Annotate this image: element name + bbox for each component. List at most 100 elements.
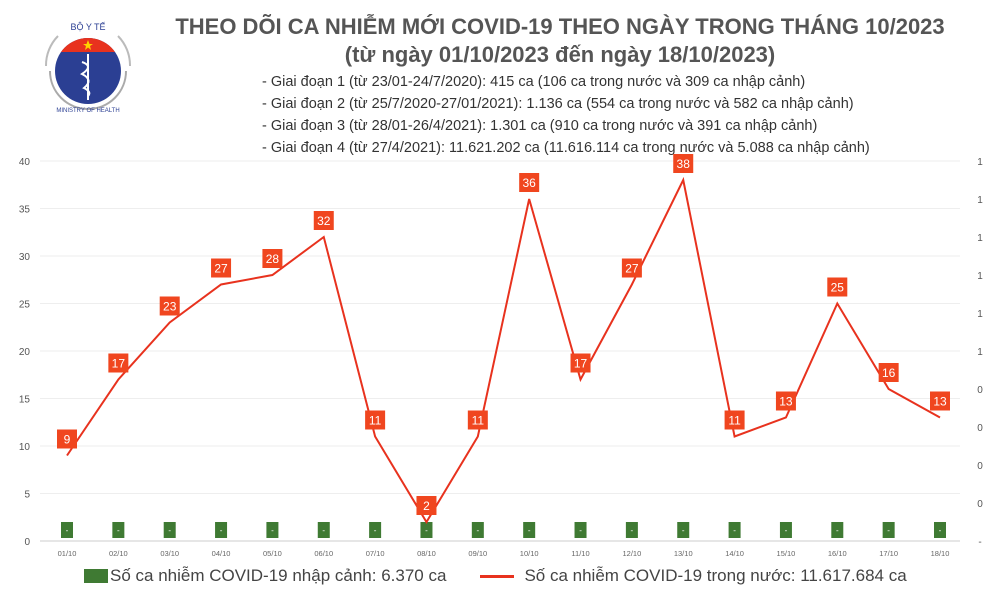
- x-tick-label: 13/10: [674, 549, 693, 558]
- data-label-box: [775, 391, 796, 411]
- bar-imported: [779, 522, 792, 538]
- y-tick-right: 1: [977, 233, 983, 244]
- x-tick-label: 06/10: [314, 549, 333, 558]
- legend: Số ca nhiễm COVID-19 nhập cảnh: 6.370 ca…: [84, 566, 907, 586]
- bar-imported: [215, 522, 228, 538]
- bar-imported: [882, 522, 895, 538]
- data-label: 16: [882, 366, 896, 380]
- bar-label: -: [117, 526, 120, 535]
- y-tick-left: 15: [19, 395, 31, 406]
- phase-2: - Giai đoạn 2 (từ 25/7/2020-27/01/2021):…: [262, 96, 854, 112]
- bar-imported: [934, 522, 946, 538]
- data-label-box: [570, 353, 591, 373]
- phase-4: - Giai đoạn 4 (từ 27/4/2021): 11.621.202…: [262, 140, 870, 156]
- x-tick-label: 01/10: [58, 549, 77, 558]
- legend-swatch-imported: [84, 569, 108, 583]
- bar-label: -: [322, 526, 325, 535]
- bar-label: -: [528, 526, 531, 535]
- data-label: 38: [677, 157, 691, 171]
- x-tick-label: 08/10: [417, 549, 436, 558]
- data-label-box: [211, 258, 232, 278]
- x-tick-label: 07/10: [366, 549, 385, 558]
- data-label: 11: [369, 414, 382, 428]
- data-label-box: [930, 391, 950, 411]
- bar-label: -: [476, 526, 479, 535]
- bar-imported: [471, 522, 484, 538]
- x-tick-label: 05/10: [263, 549, 282, 558]
- bar-imported: [831, 522, 844, 538]
- y-tick-left: 25: [19, 300, 31, 311]
- data-label: 13: [779, 395, 793, 409]
- data-label-box: [313, 211, 334, 230]
- data-label-box: [878, 363, 899, 382]
- y-tick-left: 5: [24, 490, 30, 501]
- bar-imported: [163, 522, 176, 538]
- data-label: 25: [831, 281, 845, 295]
- bar-label: -: [66, 526, 69, 535]
- x-tick-label: 12/10: [622, 549, 641, 558]
- phase-1: - Giai đoạn 1 (từ 23/01-24/7/2020): 415 …: [262, 74, 806, 90]
- bar-label: -: [887, 526, 890, 535]
- y-tick-right: 1: [977, 347, 983, 358]
- data-label-box: [621, 258, 642, 278]
- data-label-box: [467, 410, 488, 430]
- y-tick-right: 0: [977, 385, 983, 396]
- bar-label: -: [682, 526, 685, 535]
- data-label-box: [827, 277, 848, 297]
- bar-label: -: [168, 526, 171, 535]
- y-tick-right: 1: [977, 271, 983, 282]
- bar-imported: [574, 522, 587, 538]
- y-tick-left: 10: [19, 442, 31, 453]
- y-tick-right: 1: [977, 195, 983, 206]
- data-label: 27: [625, 262, 639, 276]
- data-label: 17: [112, 357, 126, 371]
- bar-imported: [369, 522, 382, 538]
- bar-label: -: [425, 526, 428, 535]
- data-label: 23: [163, 300, 177, 314]
- x-tick-label: 14/10: [725, 549, 744, 558]
- bar-label: -: [579, 526, 582, 535]
- bar-imported: [266, 522, 279, 538]
- y-tick-right: 0: [977, 499, 983, 510]
- bar-imported: [112, 522, 125, 538]
- x-tick-label: 10/10: [520, 549, 539, 558]
- data-label-box: [108, 353, 129, 373]
- bar-label: -: [374, 526, 377, 535]
- logo-text-top: BỘ Y TẾ: [70, 22, 105, 32]
- data-label: 2: [423, 499, 430, 513]
- y-tick-left: 0: [24, 537, 30, 548]
- legend-swatch-domestic: [480, 574, 515, 578]
- bar-label: -: [631, 526, 634, 535]
- y-tick-left: 30: [19, 252, 31, 263]
- data-label: 27: [214, 262, 228, 276]
- data-label-box: [416, 496, 437, 515]
- x-tick-label: 03/10: [160, 549, 179, 558]
- x-tick-label: 02/10: [109, 549, 128, 558]
- data-label: 11: [728, 414, 741, 428]
- bar-label: -: [220, 526, 223, 535]
- y-tick-left: 20: [19, 347, 31, 358]
- page-subtitle: (từ ngày 01/10/2023 đến ngày 18/10/2023): [344, 42, 776, 67]
- bar-imported: [61, 522, 73, 538]
- y-tick-left: 35: [19, 205, 31, 216]
- x-tick-label: 09/10: [468, 549, 487, 558]
- y-tick-right: 1: [977, 309, 983, 320]
- bar-label: -: [939, 526, 942, 535]
- x-tick-label: 16/10: [828, 549, 847, 558]
- logo-text-bottom: MINISTRY OF HEALTH: [56, 108, 119, 114]
- y-tick-right: -: [978, 537, 981, 548]
- y-tick-right: 0: [977, 423, 983, 434]
- bar-label: -: [785, 526, 788, 535]
- data-label: 36: [522, 176, 536, 190]
- phase-3: - Giai đoạn 3 (từ 28/01-26/4/2021): 1.30…: [262, 118, 818, 134]
- ministry-of-health-logo: BỘ Y TẾ MINISTRY OF HEALTH: [44, 22, 132, 114]
- data-label: 17: [574, 357, 588, 371]
- x-tick-label: 04/10: [212, 549, 231, 558]
- bar-label: -: [271, 526, 274, 535]
- x-tick-label: 11/10: [571, 549, 589, 558]
- legend-label-domestic: Số ca nhiễm COVID-19 trong nước: 11.617.…: [524, 566, 907, 585]
- data-label: 9: [64, 433, 71, 447]
- y-tick-right: 1: [977, 157, 983, 168]
